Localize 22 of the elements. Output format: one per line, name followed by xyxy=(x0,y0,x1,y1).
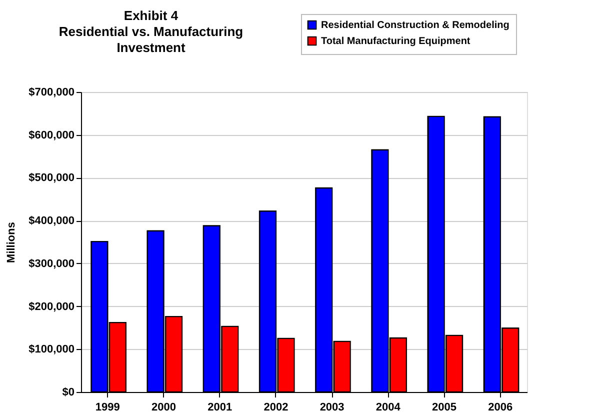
y-tick-label: $100,000 xyxy=(28,344,74,356)
x-tick-label: 2003 xyxy=(320,402,344,414)
x-tick-label: 2005 xyxy=(432,402,456,414)
x-tick-label: 1999 xyxy=(95,402,120,414)
x-tick-label: 2002 xyxy=(264,402,288,414)
y-tick-label: $200,000 xyxy=(28,300,74,313)
y-axis-title: Millions xyxy=(6,222,18,263)
x-tick-label: 2000 xyxy=(152,402,176,414)
legend-label: Residential Construction & Remodeling xyxy=(321,20,510,31)
y-tick-label: $500,000 xyxy=(28,172,74,184)
legend-label: Total Manufacturing Equipment xyxy=(321,36,471,47)
x-tick-label: 2006 xyxy=(488,402,513,414)
text: Investment xyxy=(116,40,186,55)
y-tick-label: $600,000 xyxy=(28,129,74,142)
x-tick-label: 2001 xyxy=(208,402,232,414)
text: Exhibit 4 xyxy=(124,8,178,23)
y-tick-label: $400,000 xyxy=(28,215,74,228)
y-tick-label: $300,000 xyxy=(28,258,74,270)
x-tick-label: 2004 xyxy=(376,402,402,414)
y-tick-label: $700,000 xyxy=(28,86,74,98)
y-tick-label: $0 xyxy=(62,386,74,398)
text: Residential vs. Manufacturing xyxy=(58,24,244,39)
